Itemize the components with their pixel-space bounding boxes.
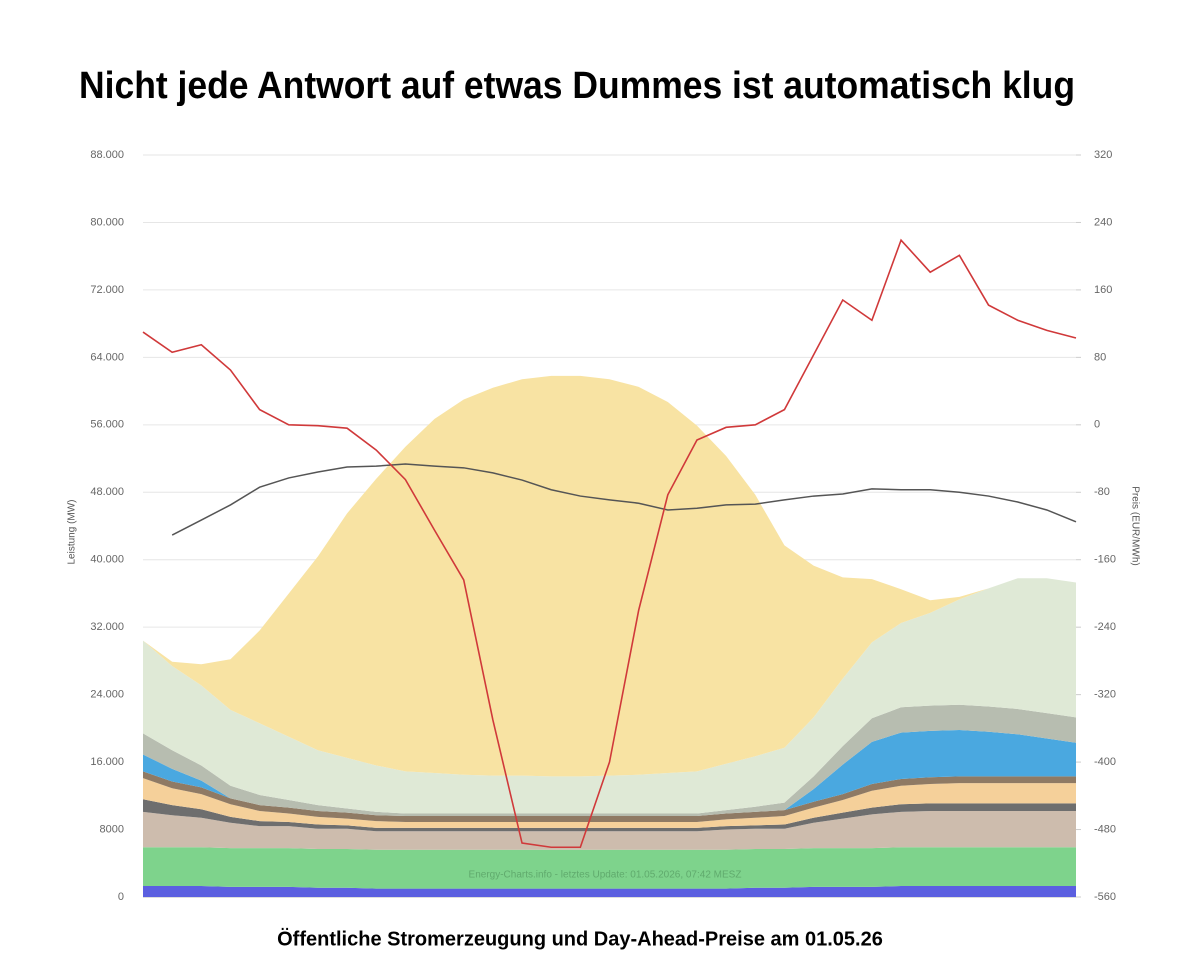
area — [143, 375, 1076, 777]
y2-tick-label: 0 — [1094, 419, 1100, 431]
area — [143, 886, 1076, 897]
title: Nicht jede Antwort auf etwas Dummes ist … — [79, 65, 1075, 107]
area — [143, 778, 1076, 828]
y-tick-label: 32.000 — [90, 621, 124, 633]
y2-tick-label: 240 — [1094, 216, 1112, 228]
line — [171, 463, 1077, 536]
y2-tick-label: 160 — [1094, 284, 1112, 296]
y-tick-label: 72.000 — [90, 284, 124, 296]
y-tick-label: 40.000 — [90, 554, 124, 566]
y-tick-label: 0 — [118, 891, 124, 903]
area — [143, 847, 1076, 889]
y2-tick-label: -240 — [1094, 621, 1116, 633]
y2-tick-label: -320 — [1094, 689, 1116, 701]
y-tick-label: 16.000 — [90, 756, 124, 768]
caption: Öffentliche Stromerzeugung und Day-Ahead… — [277, 927, 883, 950]
y-tick-label: 24.000 — [90, 689, 124, 701]
line — [142, 238, 1077, 849]
y-axis-label: Leistung (MW) — [67, 499, 78, 564]
y2-tick-label: -160 — [1094, 554, 1116, 566]
y2-tick-label: -400 — [1094, 756, 1116, 768]
y-tick-label: 8000 — [100, 823, 124, 835]
y2-axis-label: Preis (EUR/MWh) — [1129, 486, 1140, 565]
area — [143, 810, 1076, 850]
y-tick-label: 88.000 — [90, 149, 124, 161]
y-tick-label: 48.000 — [90, 486, 124, 498]
y2-tick-label: -480 — [1094, 823, 1116, 835]
annotation: Energy-Charts.info - letztes Update: 01.… — [469, 870, 742, 881]
area — [143, 578, 1076, 814]
y2-tick-label: 80 — [1094, 351, 1106, 363]
y2-tick-label: 320 — [1094, 149, 1112, 161]
area — [143, 730, 1076, 817]
y2-tick-label: -80 — [1094, 486, 1110, 498]
y-tick-label: 64.000 — [90, 351, 124, 363]
y-tick-label: 80.000 — [90, 216, 124, 228]
y-tick-label: 56.000 — [90, 419, 124, 431]
area — [143, 704, 1076, 817]
y2-tick-label: -560 — [1094, 891, 1116, 903]
